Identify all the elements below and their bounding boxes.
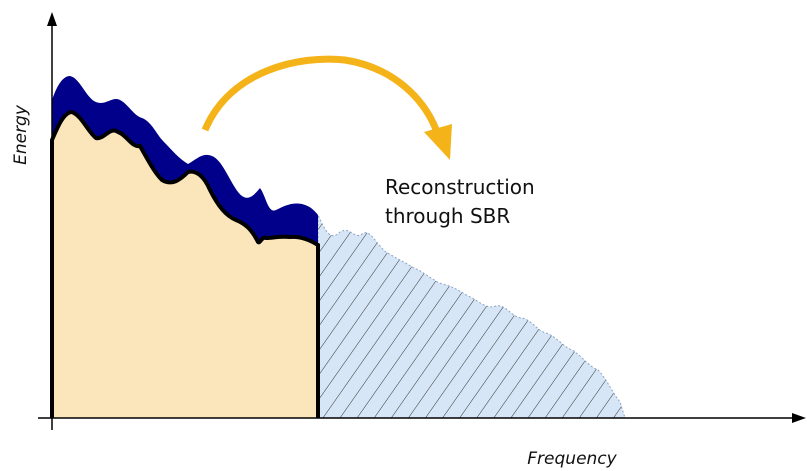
y-axis-label: Energy <box>11 104 31 165</box>
annotation-line: through SBR <box>385 204 510 228</box>
sbr-arrow <box>201 55 441 134</box>
low-band-fill <box>54 400 316 417</box>
annotation-line: Reconstruction <box>385 175 535 199</box>
high-band-envelope <box>52 76 318 245</box>
y-arrow <box>47 12 57 26</box>
x-axis-label: Frequency <box>527 449 617 469</box>
sbr-arrowhead <box>424 124 452 160</box>
reconstructed-band <box>317 214 626 419</box>
x-arrow <box>792 413 806 423</box>
low-band <box>50 109 320 418</box>
